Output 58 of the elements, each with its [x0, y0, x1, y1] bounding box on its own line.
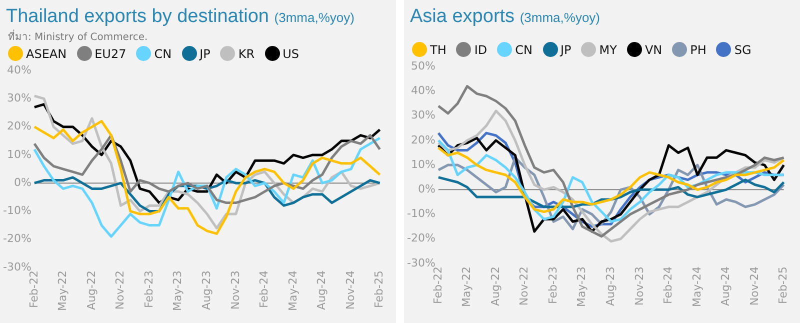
x-tick-label: Aug-22	[488, 266, 502, 306]
legend-label: TH	[430, 42, 446, 56]
legend-label: JP	[560, 42, 572, 56]
x-tick-label: Nov-22	[114, 270, 127, 310]
x-tick-label: May-22	[460, 266, 474, 307]
legend-label: KR	[238, 46, 255, 60]
legend-label: JP	[200, 46, 210, 60]
legend-label: ASEAN	[26, 46, 67, 60]
legend-label: VN	[644, 42, 662, 56]
x-tick-label: Aug-23	[200, 270, 213, 310]
y-tick-label: 20%	[6, 120, 32, 133]
legend-label: MY	[599, 42, 617, 56]
x-tick-label: Feb-25	[776, 266, 790, 304]
x-tick-label: Nov-24	[344, 270, 357, 310]
y-tick-label: -20%	[2, 232, 32, 246]
x-tick-label: Feb-25	[372, 270, 386, 308]
y-tick-label: 10%	[410, 158, 436, 171]
x-tick-label: Nov-23	[632, 266, 646, 306]
legend-label: EU27	[94, 46, 126, 60]
y-tick-label: 50%	[410, 59, 436, 72]
x-tick-label: Feb-23	[142, 270, 156, 308]
x-tick-label: May-23	[575, 266, 588, 307]
chart-title: Asia exports	[410, 6, 515, 27]
y-tick-label: 30%	[410, 108, 436, 122]
legend-label: US	[282, 46, 299, 60]
y-tick-label: -10%	[2, 204, 32, 218]
x-tick-label: May-24	[690, 266, 704, 307]
y-tick-label: 0%	[14, 176, 32, 189]
x-tick-label: Aug-24	[315, 270, 328, 310]
legend-label: ID	[474, 42, 488, 56]
y-tick-label: -10%	[406, 207, 436, 220]
x-tick-label: May-23	[171, 270, 184, 311]
legend-label: SG	[734, 42, 752, 56]
text: ที่มา: Ministry of Commerce.	[8, 29, 149, 44]
y-tick-label: 10%	[6, 148, 32, 161]
x-tick-label: Nov-24	[748, 266, 761, 306]
y-tick-label: 40%	[6, 63, 32, 76]
x-tick-label: May-22	[56, 270, 70, 311]
y-tick-label: 30%	[6, 92, 32, 105]
y-tick-label: 20%	[410, 133, 436, 146]
chart-title: Thailand exports by destination	[6, 6, 269, 27]
chart-subtitle: (3mma,%yoy)	[274, 10, 354, 25]
legend-label: PH	[690, 42, 706, 56]
y-tick-label: 40%	[410, 84, 436, 98]
y-tick-label: -20%	[406, 232, 436, 245]
x-tick-label: Aug-24	[719, 266, 732, 306]
x-tick-label: Nov-22	[518, 266, 531, 306]
y-tick-label: 0%	[418, 182, 436, 196]
chart-subtitle: (3mma,%yoy)	[520, 10, 600, 25]
x-tick-label: Aug-23	[604, 266, 617, 306]
legend-label: CN	[515, 42, 532, 56]
x-tick-label: Feb-24	[258, 270, 271, 308]
x-tick-label: Feb-24	[662, 266, 675, 304]
x-tick-label: Feb-23	[546, 266, 560, 304]
x-tick-label: Nov-23	[228, 270, 242, 310]
x-tick-label: Aug-22	[84, 270, 98, 310]
x-tick-label: May-24	[286, 270, 300, 311]
legend-label: CN	[154, 46, 172, 60]
